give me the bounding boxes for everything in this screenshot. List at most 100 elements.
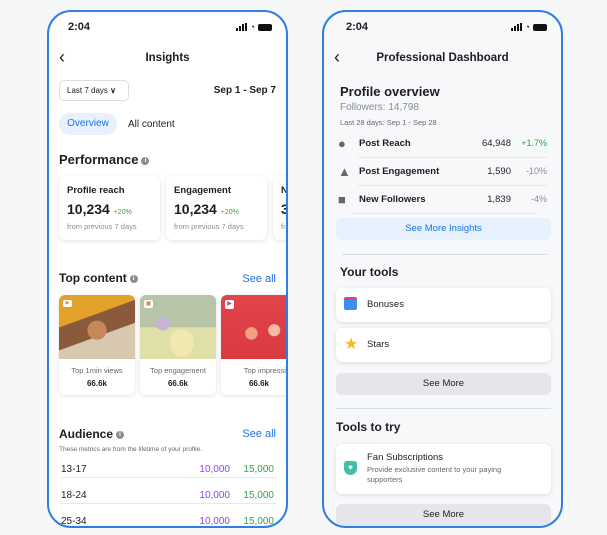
date-range: Sep 1 - Sep 7 bbox=[213, 85, 276, 96]
info-icon[interactable]: i bbox=[141, 156, 150, 165]
tab-overview[interactable]: Overview bbox=[59, 113, 117, 135]
dashboard-screen: 2:04 ◔ ‹ Professional Dashboard Profile … bbox=[322, 10, 563, 528]
divider bbox=[358, 185, 547, 186]
metric-value: 3 bbox=[281, 201, 286, 217]
overview-row[interactable]: ■ New Followers 1,839 -4% bbox=[338, 192, 547, 208]
back-button[interactable]: ‹ bbox=[59, 47, 65, 67]
age-range: 18-24 bbox=[61, 490, 87, 501]
your-tools-heading: Your tools bbox=[340, 265, 399, 279]
tool-fan-subscriptions[interactable]: ♥ Fan Subscriptions Provide exclusive co… bbox=[336, 444, 551, 494]
audience-heading: Audience i bbox=[59, 427, 125, 441]
people-icon: ▲ bbox=[338, 164, 351, 179]
content-value: 66.6k bbox=[167, 379, 189, 388]
overview-label: Post Engagement bbox=[359, 166, 440, 177]
chevron-down-icon: ∨ bbox=[110, 86, 117, 95]
content-label: Top 1min views bbox=[71, 366, 123, 375]
audience-subtitle: These metrics are from the lifetime of y… bbox=[59, 446, 203, 453]
metric-label: Engagement bbox=[174, 185, 232, 196]
overview-change: -10% bbox=[525, 166, 547, 176]
followers-count: Followers: 14,798 bbox=[340, 102, 419, 113]
metric-value: 10,234 +20% bbox=[174, 201, 239, 217]
see-more-insights-button[interactable]: See More Insights bbox=[336, 218, 551, 240]
signal-icon bbox=[235, 23, 247, 31]
metric-note: from previous 7 days bbox=[67, 222, 137, 231]
status-time: 2:04 bbox=[68, 21, 91, 33]
content-item[interactable]: ▶ Top 1min views 66.6k bbox=[59, 295, 135, 395]
battery-icon bbox=[533, 23, 547, 31]
signal-icon bbox=[510, 23, 522, 31]
tool-description: Provide exclusive content to your paying… bbox=[367, 465, 502, 484]
audience-value-b: 15,000 bbox=[243, 464, 274, 475]
metric-card[interactable]: Engagement 10,234 +20% from previous 7 d… bbox=[166, 176, 267, 240]
reels-icon: ▶ bbox=[225, 300, 234, 309]
overview-label: Post Reach bbox=[359, 138, 411, 149]
overview-change: +1.7% bbox=[521, 138, 547, 148]
metric-label: N bbox=[281, 185, 288, 196]
divider bbox=[336, 408, 551, 409]
audience-value-a: 10,000 bbox=[199, 490, 230, 501]
select-value: Last 7 days bbox=[67, 86, 108, 95]
overview-change: -4% bbox=[530, 194, 547, 204]
tool-bonuses[interactable]: Bonuses bbox=[336, 288, 551, 322]
profile-overview-heading: Profile overview bbox=[340, 84, 440, 99]
insights-screen: 2:04 ◔ ‹ Insights Last 7 days ∨ Sep 1 - … bbox=[47, 10, 288, 528]
audience-value-b: 15,000 bbox=[243, 490, 274, 501]
metric-label: Profile reach bbox=[67, 185, 125, 196]
status-icons: ◔ bbox=[235, 22, 272, 32]
overview-row[interactable]: ● Post Reach 64,948 +1.7% bbox=[338, 136, 547, 152]
content-value: 66.6k bbox=[86, 379, 108, 388]
divider bbox=[358, 157, 547, 158]
top-content-heading: Top content i bbox=[59, 271, 138, 285]
heart-shield-icon: ♥ bbox=[344, 461, 357, 475]
overview-value: 1,590 bbox=[487, 166, 511, 177]
photo-icon: ▣ bbox=[144, 300, 153, 308]
star-icon: ★ bbox=[344, 336, 359, 353]
divider bbox=[61, 477, 276, 478]
tools-to-try-heading: Tools to try bbox=[336, 420, 401, 434]
audience-value-a: 10,000 bbox=[199, 516, 230, 527]
content-item[interactable]: ▣ Top engagement 66.6k bbox=[140, 295, 216, 395]
back-button[interactable]: ‹ bbox=[334, 47, 340, 67]
tab-all-content[interactable]: All content bbox=[128, 119, 175, 130]
divider bbox=[342, 254, 547, 255]
content-item[interactable]: ▶ Top impression 66.6k bbox=[221, 295, 286, 395]
page-title: Professional Dashboard bbox=[376, 52, 509, 64]
calendar-check-icon: ■ bbox=[338, 192, 346, 207]
age-range: 13-17 bbox=[61, 464, 87, 475]
metric-value: 10,234 +20% bbox=[67, 201, 132, 217]
info-icon[interactable]: i bbox=[116, 430, 125, 439]
status-icons: ◔ bbox=[510, 22, 547, 32]
age-range: 25-34 bbox=[61, 516, 87, 527]
tool-label: Stars bbox=[367, 339, 390, 350]
tool-label: Bonuses bbox=[367, 299, 404, 310]
divider bbox=[61, 503, 276, 504]
content-label: Top engagement bbox=[150, 366, 206, 375]
wifi-icon: ◔ bbox=[524, 22, 530, 32]
content-label: Top impression bbox=[243, 366, 286, 375]
info-icon[interactable]: i bbox=[129, 274, 138, 283]
content-value: 66.6k bbox=[248, 379, 270, 388]
see-more-tools-to-try-button[interactable]: See More bbox=[336, 504, 551, 526]
overview-value: 64,948 bbox=[481, 138, 511, 149]
audience-value-a: 10,000 bbox=[199, 464, 230, 475]
metric-note: from previous 7 days bbox=[174, 222, 244, 231]
overview-row[interactable]: ▲ Post Engagement 1,590 -10% bbox=[338, 164, 547, 180]
performance-heading: Performance i bbox=[59, 152, 150, 167]
date-range-select[interactable]: Last 7 days ∨ bbox=[59, 80, 129, 101]
metric-card[interactable]: Profile reach 10,234 +20% from previous … bbox=[59, 176, 160, 240]
gift-icon bbox=[344, 297, 357, 310]
metric-card[interactable]: N 3 fr bbox=[273, 176, 288, 240]
tool-label: Fan Subscriptions bbox=[367, 452, 444, 463]
status-time: 2:04 bbox=[346, 21, 369, 33]
see-more-tools-button[interactable]: See More bbox=[336, 373, 551, 395]
top-content-see-all[interactable]: See all bbox=[242, 273, 276, 285]
metric-note: fr bbox=[281, 222, 286, 231]
tool-stars[interactable]: ★ Stars bbox=[336, 328, 551, 362]
globe-icon: ● bbox=[338, 136, 346, 151]
overview-label: New Followers bbox=[359, 194, 426, 205]
divider bbox=[352, 213, 537, 214]
audience-value-b: 15,000 bbox=[243, 516, 274, 527]
video-icon: ▶ bbox=[63, 300, 72, 307]
overview-value: 1,839 bbox=[487, 194, 511, 205]
audience-see-all[interactable]: See all bbox=[242, 428, 276, 440]
